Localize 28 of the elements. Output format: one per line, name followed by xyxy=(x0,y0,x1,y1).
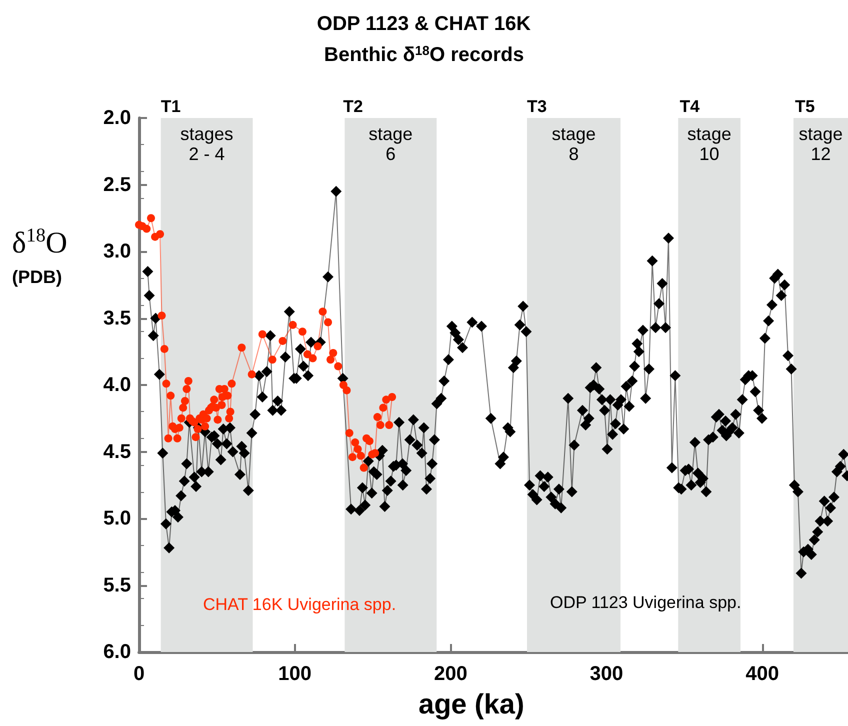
annotation: T4 xyxy=(680,97,700,116)
annotation: T3 xyxy=(527,97,547,116)
band-label: stages 2 - 4 xyxy=(180,124,234,164)
y-tick-label: 2.5 xyxy=(103,174,131,196)
y-tick-label: 3.5 xyxy=(103,307,131,330)
annotation: T5 xyxy=(795,97,815,116)
x-tick-label: 300 xyxy=(590,663,624,685)
annotation: T2 xyxy=(343,97,363,116)
y-tick-label: 5.5 xyxy=(103,574,131,596)
x-axis-title: age (ka) xyxy=(418,688,524,720)
y-tick-label: 5.0 xyxy=(103,508,131,530)
y-tick-label: 3.0 xyxy=(103,240,131,262)
band-label: stage 10 xyxy=(687,124,732,164)
x-tick-label: 100 xyxy=(278,663,312,685)
band-label: stage 12 xyxy=(798,124,843,164)
y-tick-label: 2.0 xyxy=(103,107,131,129)
band-label: stage 6 xyxy=(368,124,413,164)
x-tick-label: 200 xyxy=(434,663,468,685)
text: CHAT 16K Uvigerina spp. xyxy=(203,595,396,614)
x-tick-label: 0 xyxy=(133,663,145,685)
y-tick-label: 4.0 xyxy=(103,374,131,396)
annotation: T1 xyxy=(160,97,181,116)
chart-title: ODP 1123 & CHAT 16K xyxy=(316,13,532,35)
band-label: stage 8 xyxy=(552,124,596,164)
text: ODP 1123 Uvigerina spp. xyxy=(550,593,742,612)
y-tick-label: 6.0 xyxy=(103,641,131,663)
x-tick-label: 400 xyxy=(746,663,779,685)
y-tick-label: 4.5 xyxy=(103,440,131,463)
